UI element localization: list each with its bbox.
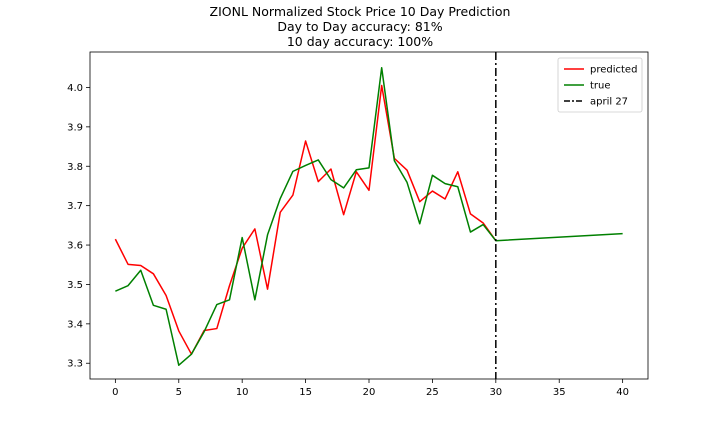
y-tick-label-1: 3.4 xyxy=(67,319,83,330)
chart-title-line-2: Day to Day accuracy: 81% xyxy=(277,19,443,34)
legend-label-1: true xyxy=(590,81,611,92)
y-tick-label-2: 3.5 xyxy=(67,280,83,291)
x-tick-label-7: 35 xyxy=(553,387,566,398)
chart-title-line-3: 10 day accuracy: 100% xyxy=(286,34,434,49)
x-tick-label-8: 40 xyxy=(616,387,629,398)
y-tick-label-7: 4.0 xyxy=(67,83,83,94)
x-tick-label-4: 20 xyxy=(363,387,376,398)
y-tick-label-6: 3.9 xyxy=(67,122,83,133)
chart-title-line-1: ZIONL Normalized Stock Price 10 Day Pred… xyxy=(209,4,511,19)
x-tick-label-5: 25 xyxy=(426,387,439,398)
y-tick-label-0: 3.3 xyxy=(67,359,83,370)
y-tick-label-3: 3.6 xyxy=(67,241,83,252)
legend-label-2: april 27 xyxy=(590,97,628,108)
y-tick-label-4: 3.7 xyxy=(67,201,83,212)
x-tick-label-6: 30 xyxy=(489,387,502,398)
legend-label-0: predicted xyxy=(590,65,637,76)
x-tick-label-0: 0 xyxy=(112,387,118,398)
chart-title: ZIONL Normalized Stock Price 10 Day Pred… xyxy=(0,4,720,49)
y-tick-label-5: 3.8 xyxy=(67,162,83,173)
x-tick-label-3: 15 xyxy=(299,387,312,398)
x-tick-label-1: 5 xyxy=(176,387,182,398)
legend-box xyxy=(557,57,643,113)
x-tick-label-2: 10 xyxy=(236,387,249,398)
series-line-true xyxy=(115,67,623,366)
series-line-predicted xyxy=(114,84,497,355)
